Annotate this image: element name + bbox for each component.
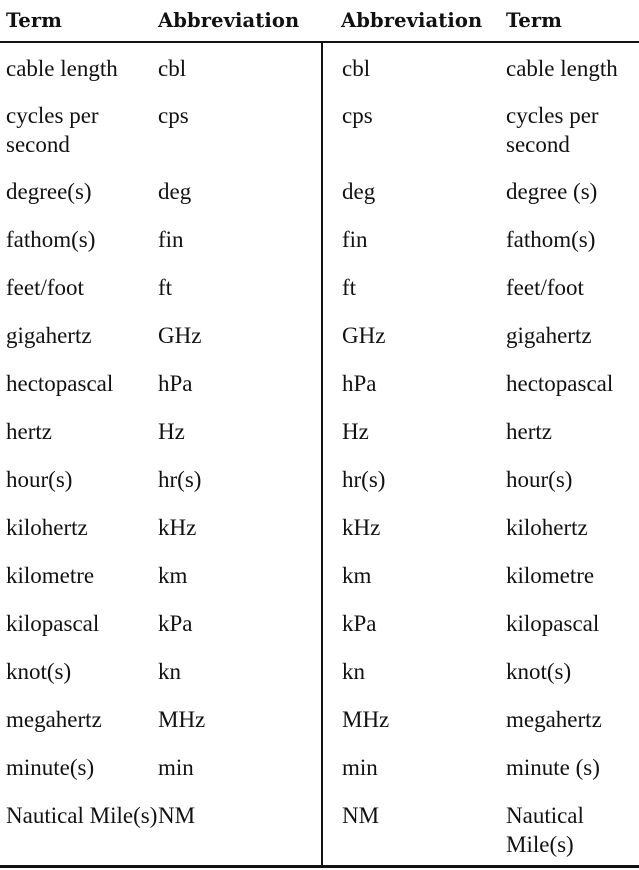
table-row: hectopascal hPa hPa hectopascal xyxy=(0,358,639,406)
table-row: feet/foot ft ft feet/foot xyxy=(0,262,639,310)
right-term-cell: minute (s) xyxy=(506,755,600,780)
left-abbreviation-cell: kPa xyxy=(158,611,193,636)
right-term-cell: hectopascal xyxy=(506,371,614,396)
right-abbreviation-cell: MHz xyxy=(321,694,504,742)
table-row: cycles per second cps cps cycles per sec… xyxy=(0,90,639,166)
right-abbreviation-cell: hPa xyxy=(321,358,504,406)
table-row: fathom(s) fin fin fathom(s) xyxy=(0,214,639,262)
right-term-cell: megahertz xyxy=(506,707,602,732)
header-term-right: Term xyxy=(504,0,639,43)
left-abbreviation-cell: Hz xyxy=(158,419,185,444)
left-abbreviation-cell: ft xyxy=(158,275,173,300)
left-term-cell: gigahertz xyxy=(6,323,92,348)
right-abbreviation-cell: fin xyxy=(321,214,504,262)
right-abbreviation-cell: deg xyxy=(321,166,504,214)
right-abbreviation-cell: kn xyxy=(321,646,504,694)
left-term-cell: feet/foot xyxy=(6,275,84,300)
left-term-cell: minute(s) xyxy=(6,755,95,780)
left-term-cell: cable length xyxy=(6,56,118,81)
left-abbreviation-cell: cbl xyxy=(158,56,187,81)
left-abbreviation-cell: min xyxy=(158,755,194,780)
table-row: kilohertz kHz kHz kilohertz xyxy=(0,502,639,550)
left-abbreviation-cell: km xyxy=(158,563,188,588)
left-abbreviation-cell: GHz xyxy=(158,323,202,348)
left-term-cell: fathom(s) xyxy=(6,227,96,252)
table-row: gigahertz GHz GHz gigahertz xyxy=(0,310,639,358)
table-row: kilometre km km kilometre xyxy=(0,550,639,598)
left-term-cell: knot(s) xyxy=(6,659,72,684)
right-abbreviation-cell: min xyxy=(321,742,504,790)
right-term-cell: feet/foot xyxy=(506,275,584,300)
right-term-cell: Nautical Mile(s) xyxy=(504,790,639,868)
left-term-cell: kilometre xyxy=(6,563,95,588)
header-abbreviation-left: Abbreviation xyxy=(158,0,322,43)
table-row: hour(s) hr(s) hr(s) hour(s) xyxy=(0,454,639,502)
right-abbreviation-cell: cps xyxy=(321,90,504,166)
left-term-cell: degree(s) xyxy=(6,179,92,204)
right-term-cell: fathom(s) xyxy=(506,227,596,252)
right-abbreviation-cell: kHz xyxy=(321,502,504,550)
table-row: degree(s) deg deg degree (s) xyxy=(0,166,639,214)
header-row: Term Abbreviation Abbreviation Term xyxy=(0,0,639,43)
right-abbreviation-cell: ft xyxy=(321,262,504,310)
right-term-cell: hour(s) xyxy=(506,467,573,492)
right-term-cell: kilopascal xyxy=(506,611,600,636)
table-row: cable length cbl cbl cable length xyxy=(0,42,639,90)
right-abbreviation-cell: cbl xyxy=(321,42,504,90)
left-abbreviation-cell: hr(s) xyxy=(158,467,202,492)
left-abbreviation-cell: kHz xyxy=(158,515,197,540)
right-term-cell: kilometre xyxy=(506,563,595,588)
left-term-cell: kilohertz xyxy=(6,515,88,540)
table-row: Nautical Mile(s) NM NM Nautical Mile(s) xyxy=(0,790,639,868)
right-term-cell: kilohertz xyxy=(506,515,588,540)
table-row: hertz Hz Hz hertz xyxy=(0,406,639,454)
left-term-cell: cycles per second xyxy=(6,103,99,157)
right-term-cell: degree (s) xyxy=(506,179,598,204)
left-abbreviation-cell: fin xyxy=(158,227,184,252)
right-term-cell: cable length xyxy=(506,56,618,81)
table-row: minute(s) min min minute (s) xyxy=(0,742,639,790)
left-abbreviation-cell: deg xyxy=(158,179,192,204)
right-abbreviation-cell: NM xyxy=(321,790,504,868)
right-abbreviation-cell: hr(s) xyxy=(321,454,504,502)
left-term-cell: hour(s) xyxy=(6,467,73,492)
left-term-cell: megahertz xyxy=(6,707,102,732)
right-abbreviation-cell: Hz xyxy=(321,406,504,454)
left-term-cell: kilopascal xyxy=(6,611,100,636)
table-row: kilopascal kPa kPa kilopascal xyxy=(0,598,639,646)
table-header: Term Abbreviation Abbreviation Term xyxy=(0,0,639,43)
right-abbreviation-cell: kPa xyxy=(321,598,504,646)
table-row: megahertz MHz MHz megahertz xyxy=(0,694,639,742)
left-abbreviation-cell: MHz xyxy=(158,707,206,732)
right-abbreviation-cell: km xyxy=(321,550,504,598)
header-term-left: Term xyxy=(0,0,158,43)
table-row: knot(s) kn kn knot(s) xyxy=(0,646,639,694)
right-term-cell: knot(s) xyxy=(506,659,572,684)
left-term-cell: hertz xyxy=(6,419,52,444)
right-term-cell: gigahertz xyxy=(506,323,592,348)
right-term-cell: hertz xyxy=(506,419,552,444)
left-term-cell: hectopascal xyxy=(6,371,114,396)
right-abbreviation-cell: GHz xyxy=(321,310,504,358)
left-abbreviation-cell: kn xyxy=(158,659,181,684)
left-term-cell: Nautical Mile(s) xyxy=(0,790,158,868)
header-abbreviation-right: Abbreviation xyxy=(322,0,504,43)
right-term-cell: cycles per second xyxy=(506,103,599,157)
left-abbreviation-cell: hPa xyxy=(158,371,193,396)
left-abbreviation-cell: NM xyxy=(158,790,322,868)
left-abbreviation-cell: cps xyxy=(158,103,189,128)
table-body: cable length cbl cbl cable length cycles… xyxy=(0,42,639,868)
